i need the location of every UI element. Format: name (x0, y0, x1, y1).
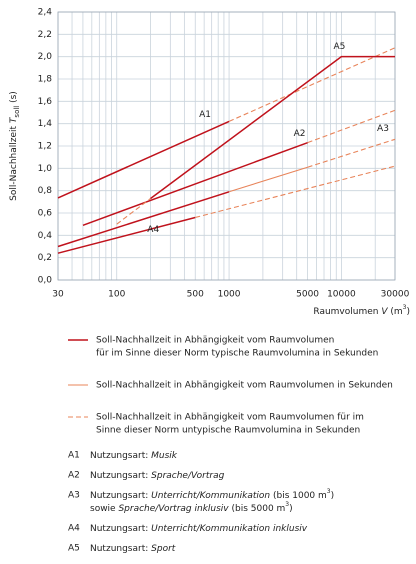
line-label: A1 (199, 110, 211, 120)
text-part: Nutzungsart: (90, 544, 151, 554)
note-text: Nutzungsart: Unterricht/Kommunikation (b… (90, 488, 334, 501)
note-text: Nutzungsart: Sport (90, 544, 176, 554)
x-tick-label: 10000 (327, 290, 356, 300)
legend-label: Soll-Nachhallzeit in Abhängigkeit vom Ra… (96, 381, 393, 391)
y-tick-label: 2,4 (38, 8, 53, 18)
series-line (150, 55, 395, 200)
series-line (228, 47, 396, 122)
series-line (57, 216, 196, 254)
legend-label: Soll-Nachhallzeit in Abhängigkeit vom Ra… (96, 413, 364, 423)
y-tick-label: 0,8 (38, 186, 53, 196)
x-tick-label: 500 (187, 290, 204, 300)
legend-label: Soll-Nachhallzeit in Abhängigkeit vom Ra… (96, 336, 334, 346)
text-part: Nutzungsart: (90, 524, 151, 534)
series-line (57, 120, 230, 199)
series-line (57, 191, 230, 248)
note-text: Nutzungsart: Musik (90, 451, 178, 461)
text-part: soll (13, 106, 21, 118)
y-axis-title: Soll-Nachhallzeit Tsoll (s) (9, 91, 22, 201)
text-part: 3 (285, 501, 289, 508)
y-tick-label: 0,4 (38, 231, 53, 241)
text-part: V (381, 307, 388, 317)
x-tick-label: 1000 (218, 290, 241, 300)
text-part: ) (406, 307, 410, 317)
legend-label: für im Sinne dieser Norm typische Raumvo… (96, 349, 378, 359)
text-part: Nutzungsart: (90, 451, 151, 461)
text-part: Raumvolumen (313, 307, 381, 317)
text-part: Sport (151, 544, 176, 554)
x-tick-label: 5000 (296, 290, 319, 300)
text-part: Nutzungsart: (90, 491, 151, 501)
series-line (116, 198, 151, 225)
y-tick-label: 2,2 (38, 30, 52, 40)
text-part: Unterricht/Kommunikation inklusiv (151, 524, 308, 534)
y-tick-label: 1,6 (38, 97, 53, 107)
text-part: ) (331, 491, 335, 501)
text-part: sowie (90, 504, 118, 514)
text-part: T (9, 116, 19, 123)
note-text: Nutzungsart: Unterricht/Kommunikation in… (90, 524, 308, 534)
series-line (82, 141, 308, 226)
note-key: A3 (68, 491, 80, 501)
line-label: A5 (333, 42, 345, 52)
x-tick-label: 30 (52, 290, 64, 300)
y-tick-label: 1,2 (38, 142, 52, 152)
text-part: (bis 5000 m (229, 504, 286, 514)
y-tick-label: 1,4 (38, 119, 53, 129)
note-key: A5 (68, 544, 80, 554)
text-part: (m (388, 307, 403, 317)
line-label: A4 (147, 225, 159, 235)
text-part: Nutzungsart: (90, 471, 151, 481)
y-tick-label: 1,0 (38, 164, 53, 174)
note-key: A2 (68, 471, 80, 481)
x-tick-label: 100 (108, 290, 125, 300)
y-tick-label: 1,8 (38, 75, 53, 85)
line-label: A3 (377, 124, 389, 134)
series-line (195, 165, 396, 218)
line-label: A2 (294, 129, 306, 139)
text-part: 3 (403, 304, 407, 311)
text-part: ) (289, 504, 293, 514)
text-part: Soll-Nachhallzeit (9, 123, 19, 201)
y-tick-label: 2,0 (38, 52, 53, 62)
series-line (307, 138, 396, 168)
text-part: Unterricht/Kommunikation (151, 491, 270, 501)
y-tick-label: 0,0 (38, 276, 53, 286)
x-axis-title: Raumvolumen V (m3) (313, 304, 410, 317)
x-tick-label: 30000 (381, 290, 410, 300)
text-part: Musik (151, 451, 178, 461)
series-line (228, 166, 308, 193)
text-part: (bis 1000 m (270, 491, 327, 501)
y-tick-label: 0,2 (38, 253, 52, 263)
text-part: Sprache/Vortrag (151, 471, 224, 481)
note-text: sowie Sprache/Vortrag inklusiv (bis 5000… (90, 501, 293, 514)
y-tick-label: 0,6 (38, 209, 53, 219)
text-part: 3 (327, 488, 331, 495)
note-text: Nutzungsart: Sprache/Vortrag (90, 471, 225, 481)
note-key: A1 (68, 451, 80, 461)
legend-label: Sinne dieser Norm untypische Raumvolumin… (96, 426, 360, 436)
plot-frame (57, 11, 396, 281)
note-key: A4 (68, 524, 80, 534)
text-part: Sprache/Vortrag inklusiv (118, 504, 229, 514)
text-part: (s) (9, 91, 19, 106)
